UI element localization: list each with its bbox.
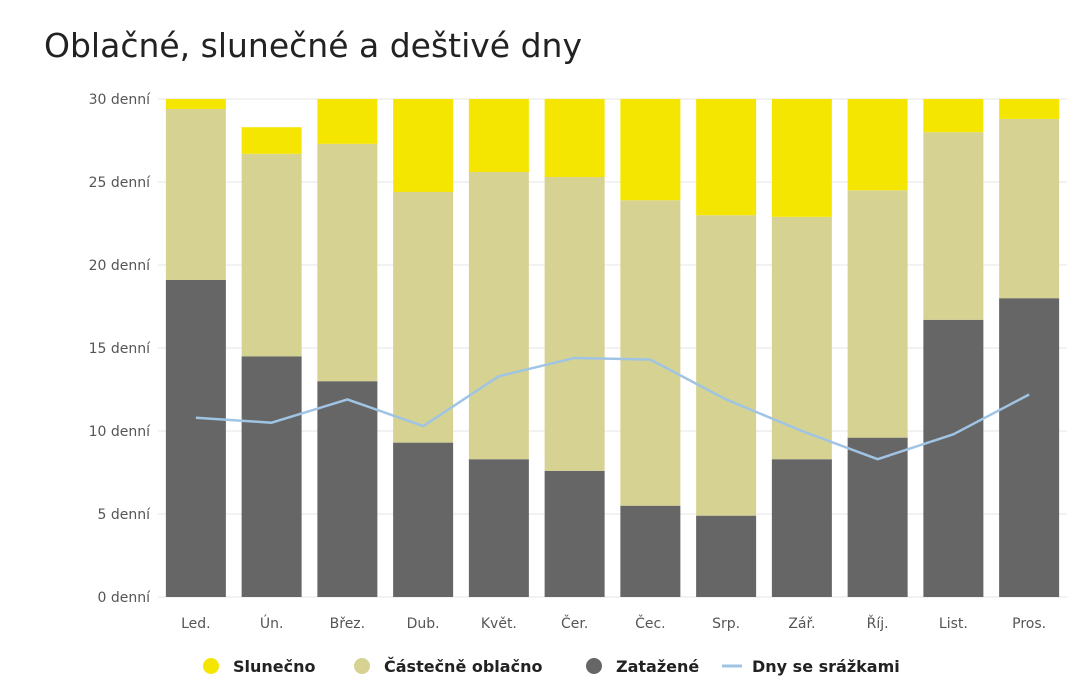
legend-label-slunecno[interactable]: Slunečno (233, 657, 316, 676)
y-tick-label: 30 denní (89, 92, 152, 108)
bar-castecne-oblacno-led[interactable] (165, 108, 226, 280)
bar-slunecno-un[interactable] (241, 127, 302, 154)
legend-swatch-slunecno[interactable] (203, 658, 219, 674)
bar-slunecno-list[interactable] (923, 99, 984, 133)
legend-label-dny-se-srazkami[interactable]: Dny se srážkami (752, 657, 900, 676)
y-tick-label: 5 denní (98, 507, 152, 523)
legend-label-castecne-oblacno[interactable]: Částečně oblačno (384, 657, 542, 676)
bar-slunecno-zar[interactable] (771, 99, 832, 217)
legend-swatch-zatazene[interactable] (586, 658, 602, 674)
bar-slunecno-pros[interactable] (999, 99, 1060, 119)
bar-castecne-oblacno-cer[interactable] (544, 177, 605, 471)
bar-zatazene-kvet[interactable] (468, 459, 529, 597)
y-tick-label: 0 denní (98, 590, 152, 606)
bar-slunecno-led[interactable] (165, 99, 226, 109)
bar-zatazene-dub[interactable] (393, 442, 454, 597)
x-tick-label: Pros. (1012, 616, 1046, 632)
bar-castecne-oblacno-un[interactable] (241, 153, 302, 357)
bar-castecne-oblacno-srp[interactable] (696, 215, 757, 516)
x-tick-label: Zář. (788, 616, 815, 632)
y-tick-label: 15 denní (89, 341, 152, 357)
bar-zatazene-cer[interactable] (544, 470, 605, 597)
x-tick-label: Srp. (712, 616, 740, 632)
chart-title: Oblačné, slunečné a deštivé dny (44, 26, 582, 65)
bar-castecne-oblacno-cec[interactable] (620, 200, 681, 506)
bar-slunecno-rij[interactable] (847, 99, 908, 191)
x-tick-label: Čec. (635, 614, 666, 632)
x-tick-label: Čer. (561, 614, 588, 632)
bar-zatazene-un[interactable] (241, 356, 302, 597)
bar-castecne-oblacno-list[interactable] (923, 132, 984, 320)
bar-slunecno-dub[interactable] (393, 99, 454, 192)
x-tick-label: Ún. (260, 614, 284, 632)
legend-swatch-castecne-oblacno[interactable] (354, 658, 370, 674)
bar-zatazene-pros[interactable] (999, 298, 1060, 597)
bar-slunecno-cer[interactable] (544, 99, 605, 178)
bar-slunecno-srp[interactable] (696, 99, 757, 216)
bar-zatazene-cec[interactable] (620, 505, 681, 597)
bar-castecne-oblacno-kvet[interactable] (468, 172, 529, 460)
bar-slunecno-cec[interactable] (620, 99, 681, 201)
bar-castecne-oblacno-pros[interactable] (999, 118, 1060, 299)
bar-zatazene-srp[interactable] (696, 515, 757, 597)
bar-castecne-oblacno-rij[interactable] (847, 190, 908, 438)
bar-castecne-oblacno-dub[interactable] (393, 191, 454, 443)
bar-slunecno-brez[interactable] (317, 99, 378, 144)
x-tick-label: List. (939, 616, 968, 632)
x-tick-label: Břez. (330, 616, 365, 632)
bar-castecne-oblacno-brez[interactable] (317, 143, 378, 382)
x-tick-label: Říj. (867, 615, 889, 632)
bar-zatazene-brez[interactable] (317, 381, 378, 597)
line-dny-se-srazkami[interactable] (195, 356, 1030, 461)
bar-zatazene-zar[interactable] (771, 459, 832, 597)
x-tick-label: Led. (181, 616, 211, 632)
y-tick-label: 10 denní (89, 424, 152, 440)
bar-slunecno-kvet[interactable] (468, 99, 529, 173)
bar-zatazene-rij[interactable] (847, 437, 908, 597)
bar-zatazene-list[interactable] (923, 319, 984, 597)
legend-label-zatazene[interactable]: Zatažené (616, 657, 699, 676)
y-tick-label: 25 denní (89, 175, 152, 191)
bar-castecne-oblacno-zar[interactable] (771, 216, 832, 460)
bar-zatazene-led[interactable] (165, 279, 226, 597)
x-tick-label: Květ. (481, 616, 517, 632)
y-tick-label: 20 denní (89, 258, 152, 274)
x-tick-label: Dub. (407, 616, 440, 632)
